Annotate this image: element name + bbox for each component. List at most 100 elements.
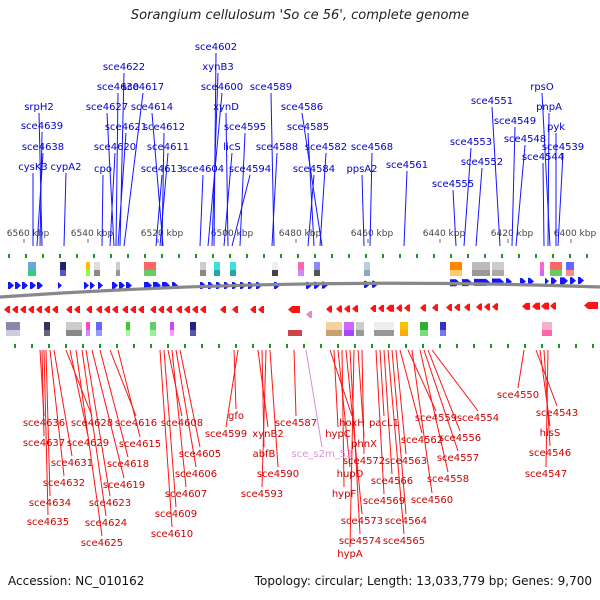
reverse-gene-arrow [484,303,490,311]
reverse-leader-line [419,349,449,473]
forward-dot [314,254,316,258]
forward-feature-block [230,270,236,276]
forward-feature-block [364,270,370,276]
reverse-gene-arrow [541,302,549,310]
reverse-feature-block [356,322,364,330]
forward-dot [144,254,146,258]
reverse-dot [473,344,475,348]
forward-feature-block [214,262,220,270]
reverse-leader-line [341,349,345,488]
reverse-feature-block [374,322,394,330]
forward-feature-block [314,270,320,276]
reverse-gene-label: phnX [351,439,377,450]
forward-feature-blocks [28,262,574,276]
reverse-gene-label: sce4569 [363,496,405,507]
reverse-leader-line [379,349,385,417]
reverse-gene-label: sce4608 [161,418,203,429]
accession-label: Accession: NC_010162 [8,574,145,588]
reverse-gene-label: sce4619 [103,480,145,491]
reverse-leader-line [159,349,173,528]
reverse-gene-label: gfo [228,411,244,422]
reverse-dot [575,344,577,348]
forward-feature-block [566,262,574,270]
reverse-feature-block [96,322,102,330]
forward-gene-arrow [30,282,36,289]
forward-feature-block [298,270,304,276]
forward-feature-block [492,270,504,276]
forward-dot [399,254,401,258]
forward-gene-label: cpo [94,164,112,175]
forward-leader-line [101,174,104,247]
reverse-gene-arrow [36,306,42,313]
reverse-gene-arrow [138,306,144,313]
forward-dot [127,254,129,258]
reverse-gene-arrow [4,306,10,313]
reverse-gene-arrow [52,306,58,313]
forward-dot [229,254,231,258]
reverse-leader-line [387,349,405,535]
reverse-gene-label: sce_s2m_53 [292,449,353,460]
forward-gene-label: pyk [547,122,565,133]
reverse-feature-block [66,330,82,336]
reverse-leader-line [375,349,385,495]
forward-dot [501,254,503,258]
forward-dot [195,254,197,258]
forward-feature-block [28,262,36,270]
reverse-feature-block [344,322,354,330]
forward-feature-block [200,270,206,276]
reverse-gene-arrow [258,306,264,313]
reverse-leader-line [361,349,365,455]
reverse-leader-line [225,349,239,428]
reverse-feature-block [126,322,130,330]
reverse-gene-arrow [432,304,438,312]
forward-gene-label: cypA2 [51,162,82,173]
reverse-dot [269,344,271,348]
forward-gene-label: sce4589 [250,82,292,93]
reverse-feature-block [288,330,302,336]
forward-feature-block [94,262,100,270]
forward-dot [263,254,265,258]
forward-feature-block [566,270,574,276]
forward-leader-line [463,147,472,247]
reverse-leader-line [423,349,459,452]
reverse-gene-arrow [112,306,118,313]
reverse-dot [286,344,288,348]
forward-dot [8,254,10,258]
forward-gene-label: sce4639 [21,121,63,132]
reverse-gene-label: sce4628 [71,418,113,429]
reverse-gene-label: sce4635 [27,517,69,528]
forward-feature-block [314,262,320,270]
forward-gene-label: xynB3 [202,62,233,73]
reverse-gene-arrow [44,306,50,313]
forward-gene-label: rpsO [530,82,554,93]
forward-dot [484,254,486,258]
forward-feature-block [472,262,490,270]
forward-leader-line [319,152,327,247]
reverse-leader-line [391,349,407,515]
forward-dot [297,254,299,258]
reverse-gene-label: sce4559 [415,413,457,424]
scale-label: 6400 kbp [554,229,597,239]
reverse-leader-line [179,349,201,448]
reverse-gene-leader-lines [39,349,558,548]
reverse-gene-label: sce4558 [427,474,469,485]
forward-feature-block [540,270,544,276]
scale-label: 6440 kbp [423,229,466,239]
reverse-gene-arrow [200,306,206,313]
reverse-feature-block [440,330,446,336]
reverse-gene-arrow [584,302,598,310]
reverse-gene-arrow [446,303,452,311]
forward-dot [348,254,350,258]
forward-leader-line [106,112,115,247]
reverse-gene-arrow [166,306,172,313]
forward-gene-label: sce4602 [195,42,237,53]
reverse-gene-label: hoxH [339,418,365,429]
reverse-leader-line [337,349,351,468]
reverse-gene-label: hypF [332,489,357,500]
forward-dot [161,254,163,258]
reverse-gene-arrow [220,306,226,313]
forward-feature-block [60,262,66,270]
reverse-gene-arrow [12,306,18,313]
reverse-dot [31,344,33,348]
reverse-leader-line [349,349,361,535]
